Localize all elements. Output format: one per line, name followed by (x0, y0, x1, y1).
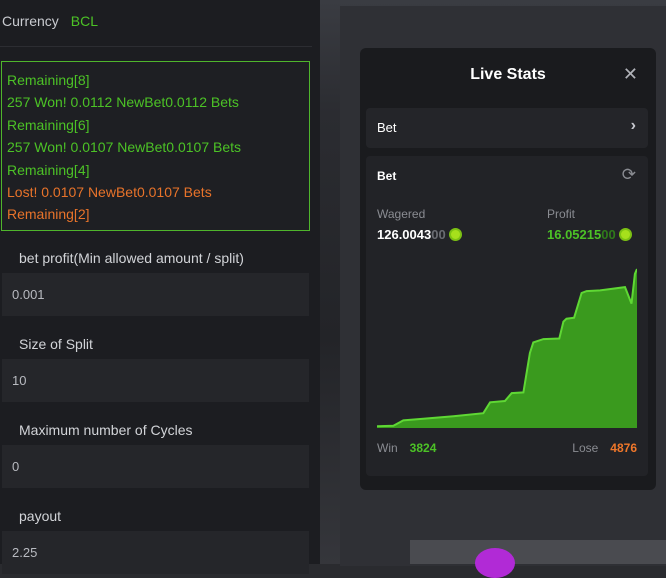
currency-value: BCL (70, 13, 99, 29)
profit-suffix: 00 (601, 227, 616, 242)
divider (0, 46, 312, 47)
log-line: Remaining[6] (7, 116, 90, 133)
log-box: Remaining[8] 257 Won! 0.0112 NewBet0.0112… (1, 61, 310, 231)
purple-object (475, 548, 515, 578)
profit-value: 16.0521500 (547, 227, 632, 242)
profit-area (377, 269, 637, 428)
win-value: 3824 (409, 441, 437, 455)
live-stats-modal: Live Stats ✕ Bet › Bet ⟳ Wagered 126.0043… (360, 48, 656, 490)
win-label: Win (377, 441, 398, 455)
log-line: Remaining[2] (7, 206, 90, 223)
card-title: Bet (377, 169, 397, 183)
profit-amount: 16.05215 (547, 227, 602, 242)
log-line: Remaining[8] (7, 72, 90, 88)
log-line: Lost! 0.0107 NewBet0.0107 Bets (7, 184, 212, 201)
refresh-icon[interactable]: ⟳ (621, 165, 636, 184)
coin-icon (618, 228, 632, 241)
lose-stat: Lose 4876 (572, 441, 637, 455)
log-line: 257 Won! 0.0112 NewBet0.0112 Bets (7, 94, 239, 111)
bet-selector[interactable]: Bet › (366, 108, 648, 148)
field-input[interactable]: 2.25 (2, 531, 309, 574)
script-settings-panel: Currency BCL Remaining[8] 257 Won! 0.0112 … (0, 0, 320, 574)
coin-icon (448, 228, 462, 241)
log-line: Remaining[4] (7, 161, 90, 178)
field-label: bet profit(Min allowed amount / split) (19, 250, 244, 266)
log-line: 257 Won! 0.0107 NewBet0.0107 Bets (7, 139, 242, 156)
field-input[interactable]: 10 (2, 359, 309, 402)
profit-label: Profit (547, 207, 576, 221)
scene-floor (410, 540, 666, 564)
currency-label: Currency (2, 13, 59, 29)
modal-title: Live Stats (470, 66, 546, 83)
field-label: Size of Split (19, 336, 93, 352)
field-input[interactable]: 0 (2, 445, 309, 488)
bet-selector-label: Bet (377, 120, 397, 135)
lose-value: 4876 (610, 441, 637, 455)
wagered-value: 126.004300 (377, 227, 462, 242)
field-label: Maximum number of Cycles (19, 422, 193, 438)
wagered-suffix: 00 (431, 227, 446, 242)
field-input[interactable]: 0.001 (2, 273, 309, 316)
win-stat: Win 3824 (377, 441, 436, 455)
currency-row: Currency BCL (2, 13, 98, 29)
close-icon[interactable]: ✕ (622, 64, 638, 84)
lose-label: Lose (572, 441, 599, 455)
stats-card: Bet ⟳ Wagered 126.004300 Profit 16.05215… (366, 156, 648, 476)
field-label: payout (19, 508, 62, 524)
chevron-right-icon: › (630, 117, 636, 134)
profit-chart (377, 268, 637, 428)
profit-line (377, 268, 637, 428)
wagered-amount: 126.0043 (377, 227, 432, 242)
wagered-label: Wagered (377, 207, 426, 221)
